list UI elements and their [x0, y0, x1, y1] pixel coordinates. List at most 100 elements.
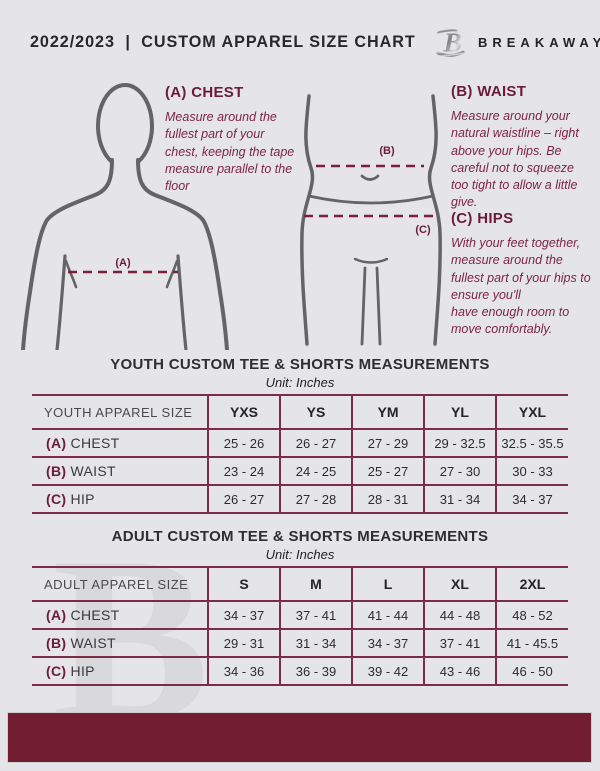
table-cell: 34 - 36	[207, 657, 280, 685]
page-title: 2022/2023 | CUSTOM APPAREL SIZE CHART	[30, 32, 416, 52]
row-tag: (B)	[46, 635, 67, 651]
table-cell: 28 - 31	[351, 485, 424, 513]
table-cell: 37 - 41	[423, 629, 496, 657]
table-cell: 25 - 27	[351, 457, 424, 485]
table-cell: 46 - 50	[495, 657, 568, 685]
chest-instructions: (A) CHEST Measure around the fullest par…	[165, 84, 297, 195]
size-column-header: YXS	[207, 395, 280, 429]
waist-instructions: (B) WAIST Measure around your natural wa…	[451, 83, 589, 212]
chart-title: CUSTOM APPAREL SIZE CHART	[141, 32, 416, 51]
brand-block: B BREAKAWAY	[436, 24, 600, 60]
chest-line-tag: (A)	[115, 257, 131, 269]
chest-heading: (A) CHEST	[165, 84, 244, 101]
title-divider: |	[125, 32, 131, 51]
table-header-row: ADULT APPAREL SIZE S M L XL 2XL	[32, 567, 568, 601]
youth-section-unit: Unit: Inches	[265, 375, 335, 390]
table-cell: 48 - 52	[495, 601, 568, 629]
size-column-header: S	[207, 567, 280, 601]
table-cell: 36 - 39	[279, 657, 352, 685]
table-row: (A) CHEST 34 - 37 37 - 41 41 - 44 44 - 4…	[32, 601, 568, 629]
size-column-header: 2XL	[495, 567, 568, 601]
table-cell: 26 - 27	[207, 485, 280, 513]
table-cell: 27 - 29	[351, 429, 424, 457]
row-measure-name: HIP	[70, 663, 95, 679]
row-measure-name: WAIST	[70, 635, 116, 651]
hips-body-text-1: With your feet together, measure around …	[451, 236, 591, 302]
measurement-diagram: (A) (B) (C) (A) CHEST Measure around the…	[0, 0, 600, 352]
table-cell: 31 - 34	[279, 629, 352, 657]
row-tag: (C)	[46, 491, 67, 507]
table-cell: 27 - 30	[423, 457, 496, 485]
hips-instructions: (C) HIPS With your feet together, measur…	[451, 210, 593, 339]
size-column-header: YM	[351, 395, 424, 429]
waist-body-text: Measure around your natural waistline – …	[451, 109, 579, 210]
figure-hip-curve	[307, 194, 435, 205]
row-label: (B) WAIST	[32, 457, 208, 485]
hips-heading: (C) HIPS	[451, 210, 514, 227]
row-label: (C) HIP	[32, 657, 208, 685]
breakaway-logo-icon: B	[436, 27, 465, 57]
row-label: (A) CHEST	[32, 601, 208, 629]
table-cell: 31 - 34	[423, 485, 496, 513]
table-row: (B) WAIST 29 - 31 31 - 34 34 - 37 37 - 4…	[32, 629, 568, 657]
size-column-header: L	[351, 567, 424, 601]
table-cell: 41 - 44	[351, 601, 424, 629]
row-tag: (C)	[46, 663, 67, 679]
row-label: (B) WAIST	[32, 629, 208, 657]
youth-section-title: YOUTH CUSTOM TEE & SHORTS MEASUREMENTS	[110, 356, 490, 373]
table-cell: 29 - 32.5	[423, 429, 496, 457]
figure-head	[96, 82, 154, 163]
row-measure-name: WAIST	[70, 463, 116, 479]
table-cell: 29 - 31	[207, 629, 280, 657]
season-label: 2022/2023	[30, 32, 115, 51]
svg-text:B: B	[443, 27, 462, 57]
table-row: (C) HIP 26 - 27 27 - 28 28 - 31 31 - 34 …	[32, 485, 568, 513]
figure-navel	[360, 174, 380, 181]
table-header-row: YOUTH APPAREL SIZE YXS YS YM YL YXL	[32, 395, 568, 429]
size-column-header: YS	[279, 395, 352, 429]
table-corner-label: ADULT APPAREL SIZE	[44, 576, 189, 592]
adult-size-table: ADULT APPAREL SIZE S M L XL 2XL (A) CHES…	[32, 566, 568, 686]
waist-hips-figure-illustration: (B) (C)	[300, 94, 442, 346]
chest-figure-illustration: (A)	[21, 82, 229, 350]
table-cell: 32.5 - 35.5	[495, 429, 568, 457]
hips-line-tag: (C)	[415, 224, 431, 236]
table-cell: 43 - 46	[423, 657, 496, 685]
brand-name: BREAKAWAY	[477, 34, 600, 50]
table-cell: 24 - 25	[279, 457, 352, 485]
row-tag: (A)	[46, 435, 67, 451]
size-column-header: YL	[423, 395, 496, 429]
adult-section-unit: Unit: Inches	[265, 547, 335, 562]
table-row: (C) HIP 34 - 36 36 - 39 39 - 42 43 - 46 …	[32, 657, 568, 685]
table-corner-label: YOUTH APPAREL SIZE	[44, 404, 193, 420]
row-measure-name: HIP	[70, 491, 95, 507]
table-cell: 27 - 28	[279, 485, 352, 513]
row-measure-name: CHEST	[70, 607, 120, 623]
table-cell: 37 - 41	[279, 601, 352, 629]
table-cell: 39 - 42	[351, 657, 424, 685]
size-column-header: XL	[423, 567, 496, 601]
table-cell: 41 - 45.5	[495, 629, 568, 657]
waist-heading: (B) WAIST	[451, 83, 527, 100]
table-cell: 34 - 37	[207, 601, 280, 629]
table-row: (A) CHEST 25 - 26 26 - 27 27 - 29 29 - 3…	[32, 429, 568, 457]
table-cell: 23 - 24	[207, 457, 280, 485]
table-row: (B) WAIST 23 - 24 24 - 25 25 - 27 27 - 3…	[32, 457, 568, 485]
row-label: (A) CHEST	[32, 429, 208, 457]
youth-size-table: YOUTH APPAREL SIZE YXS YS YM YL YXL (A) …	[32, 394, 568, 514]
page-header: 2022/2023 | CUSTOM APPAREL SIZE CHART B	[30, 24, 600, 60]
hips-body-text-2: have enough room to move comfortably.	[451, 305, 570, 337]
table-cell: 26 - 27	[279, 429, 352, 457]
chest-body-text: Measure around the fullest part of your …	[165, 110, 295, 193]
footer-accent-bar	[7, 712, 592, 763]
table-cell: 34 - 37	[495, 485, 568, 513]
row-tag: (B)	[46, 463, 67, 479]
row-label: (C) HIP	[32, 485, 208, 513]
size-column-header: M	[279, 567, 352, 601]
table-cell: 30 - 33	[495, 457, 568, 485]
table-cell: 44 - 48	[423, 601, 496, 629]
adult-section-title: ADULT CUSTOM TEE & SHORTS MEASUREMENTS	[111, 528, 489, 545]
table-cell: 34 - 37	[351, 629, 424, 657]
size-column-header: YXL	[495, 395, 568, 429]
